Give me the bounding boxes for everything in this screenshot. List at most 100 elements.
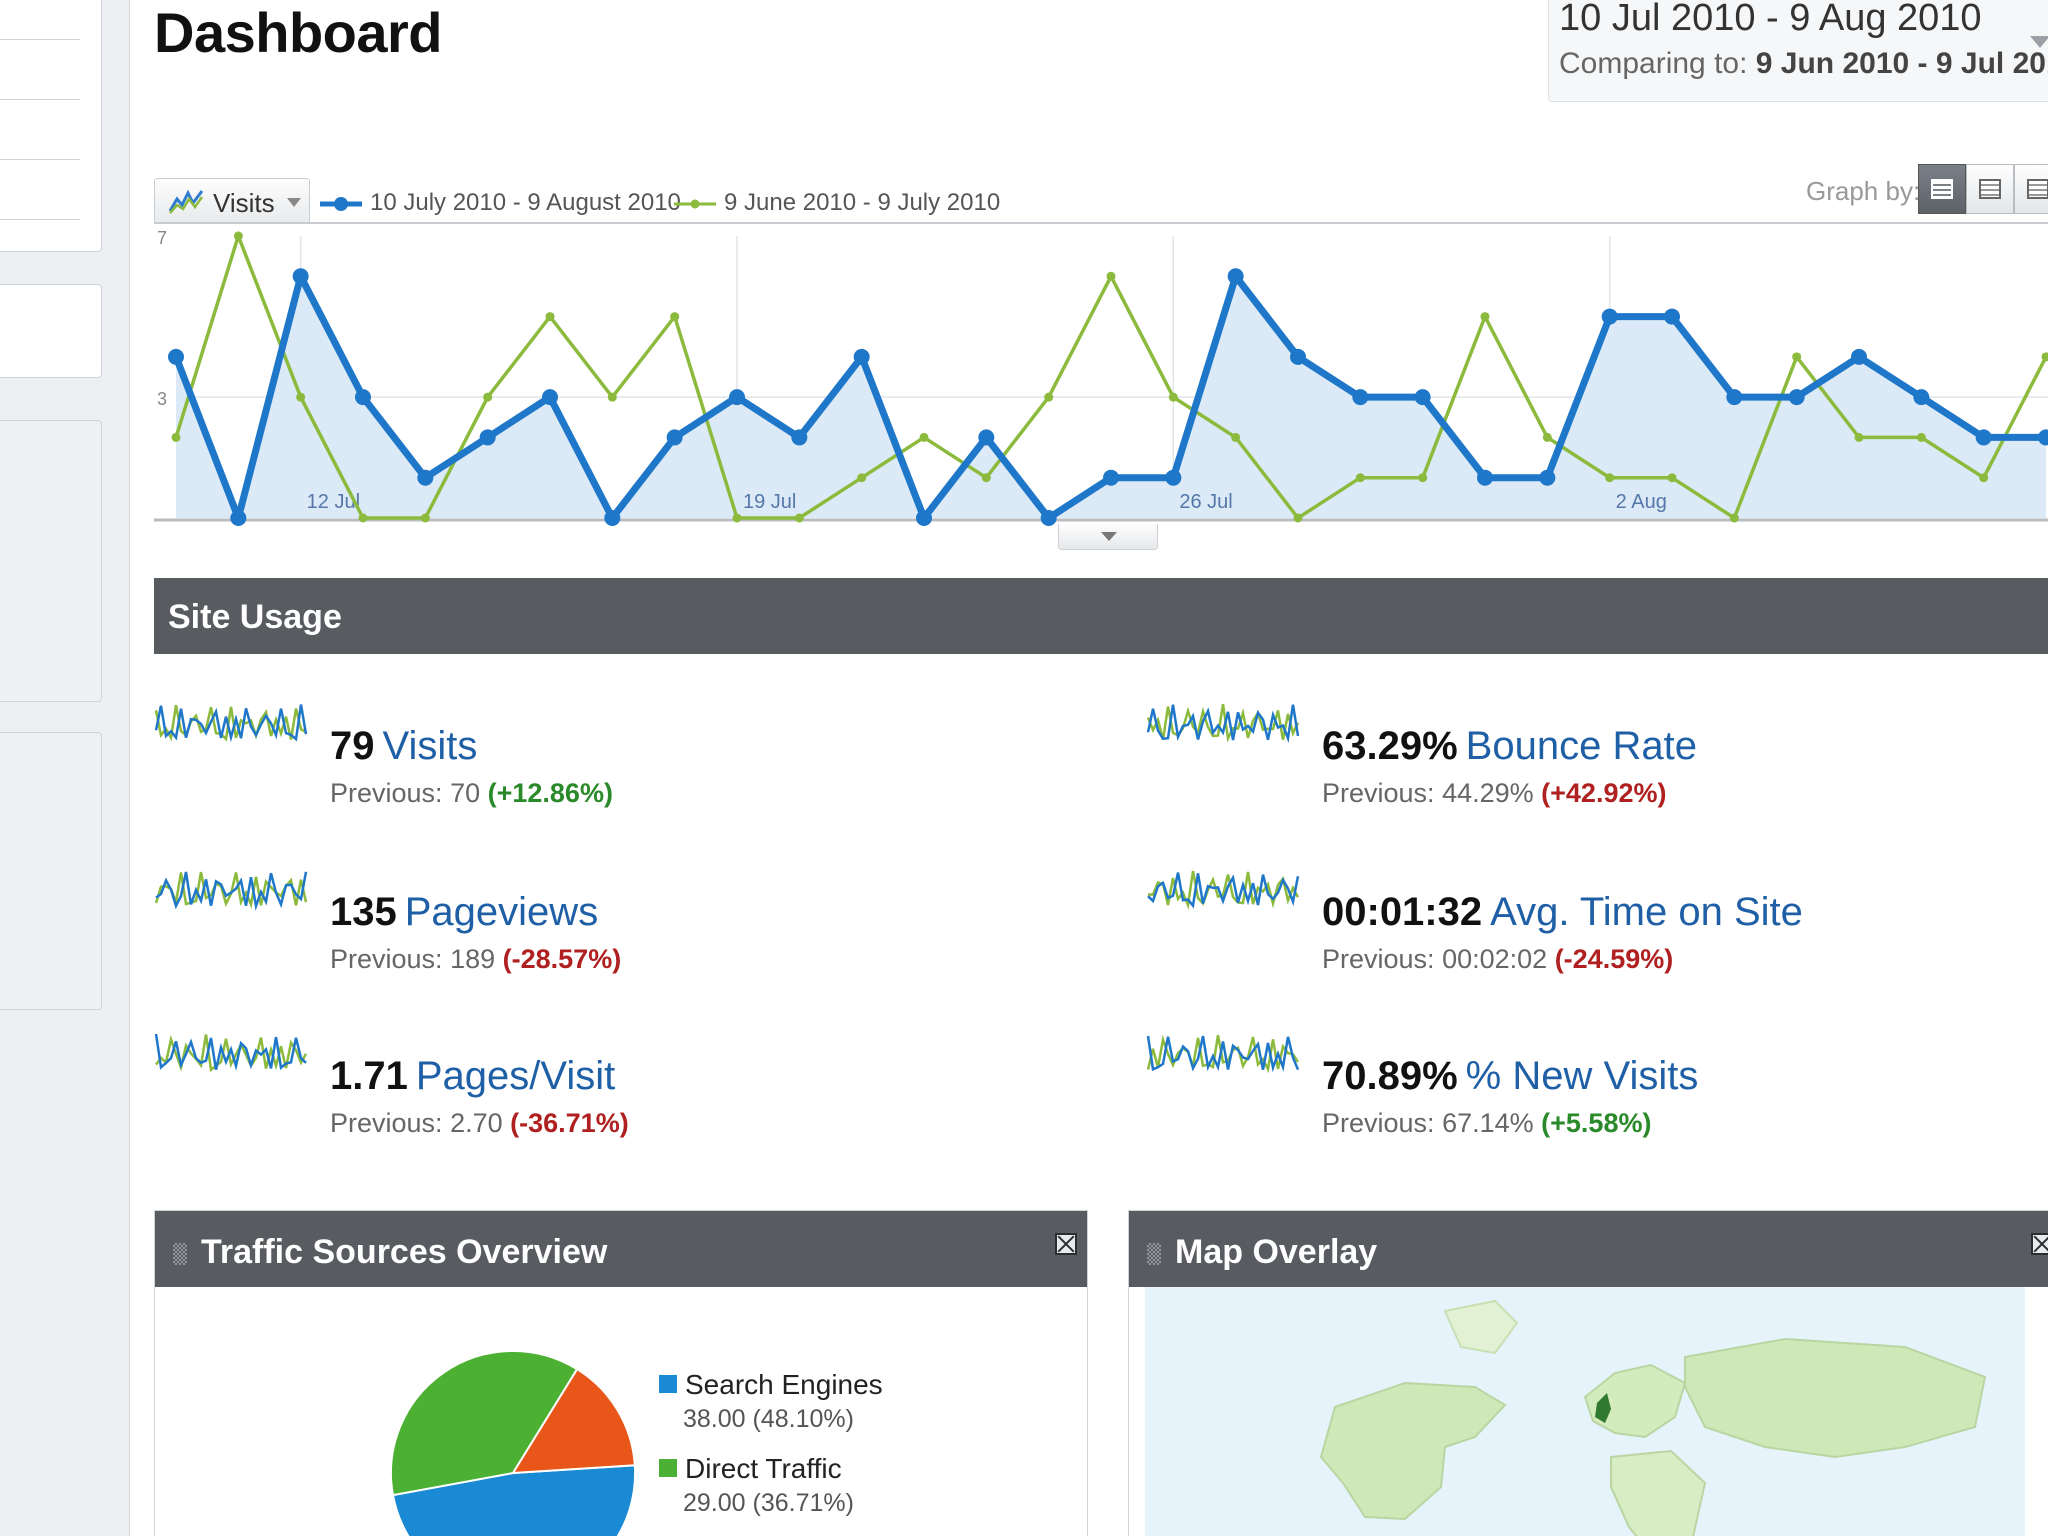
- collapse-arrow-icon: [1101, 532, 1117, 541]
- previous-series-point: [1542, 432, 1552, 442]
- drag-handle-icon[interactable]: [1147, 1243, 1161, 1265]
- current-series-point: [916, 510, 932, 526]
- stat-label-link[interactable]: Avg. Time on Site: [1490, 890, 1803, 934]
- y-axis-tick-label: 3: [157, 389, 167, 409]
- page-title: Dashboard: [154, 1, 443, 64]
- sparkline-series: [1146, 704, 1300, 743]
- sparkline-chart[interactable]: [154, 1020, 308, 1080]
- current-series-point: [1539, 469, 1556, 486]
- previous-delta: (+12.86%): [487, 778, 613, 808]
- source-name: Direct Traffic: [685, 1453, 842, 1484]
- traffic-sources-header[interactable]: Traffic Sources Overview: [155, 1211, 1087, 1287]
- graph-by-month-button[interactable]: [2014, 164, 2048, 214]
- pie-slice-search-engines[interactable]: [391, 1464, 637, 1536]
- previous-series-point: [1667, 473, 1677, 483]
- previous-series-point: [1293, 513, 1303, 523]
- x-axis-date-label: 2 Aug: [1616, 491, 1667, 513]
- sparkline-chart[interactable]: [1146, 856, 1300, 916]
- previous-series-point: [1729, 513, 1739, 523]
- stat-previous-line: Previous: 189 (-28.57%): [330, 944, 621, 975]
- previous-series-point: [1418, 473, 1428, 483]
- highlighted-country-shape: [1595, 1393, 1611, 1423]
- previous-series-point: [2041, 352, 2048, 362]
- traffic-sources-title: Traffic Sources Overview: [201, 1233, 608, 1271]
- sparkline-chart[interactable]: [154, 856, 308, 916]
- stat-label-link[interactable]: Visits: [382, 724, 478, 768]
- previous-series-point: [358, 513, 368, 523]
- graph-by-day-button[interactable]: [1918, 164, 1966, 214]
- current-series-point: [1352, 389, 1369, 406]
- sidebar-nav-item[interactable]: [0, 39, 80, 40]
- current-series-point: [729, 389, 745, 406]
- previous-series-point: [732, 513, 742, 523]
- previous-prefix: Previous:: [1322, 778, 1443, 808]
- date-dropdown-arrow-icon[interactable]: [2030, 36, 2048, 48]
- legend-swatch: [659, 1459, 677, 1477]
- current-series-point: [542, 389, 558, 406]
- sparkline-chart[interactable]: [1146, 690, 1300, 750]
- stat-value: 79: [330, 724, 375, 768]
- previous-delta: (-24.59%): [1554, 944, 1674, 974]
- sidebar-panel: [0, 732, 102, 1010]
- previous-series-point: [1979, 473, 1989, 483]
- current-series-point: [978, 429, 995, 446]
- current-series-point: [666, 429, 683, 446]
- stat-main-line: 00:01:32 Avg. Time on Site: [1322, 890, 1803, 935]
- world-map[interactable]: [1145, 1287, 2025, 1536]
- sidebar-box[interactable]: [0, 284, 102, 378]
- day-view-icon: [1931, 179, 1953, 199]
- y-axis-tick-label: 7: [157, 228, 167, 248]
- stat-previous-line: Previous: 2.70 (-36.71%): [330, 1108, 629, 1139]
- sidebar-nav-item[interactable]: [0, 219, 80, 220]
- previous-prefix: Previous:: [330, 778, 451, 808]
- source-value: 38.00 (48.10%): [683, 1405, 854, 1433]
- stat-label-link[interactable]: Bounce Rate: [1465, 724, 1697, 768]
- previous-prefix: Previous:: [330, 1108, 451, 1138]
- current-series-point: [1601, 308, 1618, 325]
- stat-value: 70.89%: [1322, 1054, 1458, 1098]
- previous-delta: (+5.58%): [1541, 1108, 1652, 1138]
- close-icon[interactable]: [2031, 1233, 2048, 1255]
- date-range-selector[interactable]: 10 Jul 2010 - 9 Aug 2010 Comparing to: 9…: [1548, 0, 2048, 102]
- left-sidebar: [0, 0, 130, 1536]
- previous-series-point: [919, 432, 929, 442]
- previous-series-point: [483, 392, 493, 402]
- previous-series-point: [1605, 473, 1615, 483]
- sparkline-chart[interactable]: [154, 690, 308, 750]
- previous-delta: (-36.71%): [510, 1108, 629, 1138]
- sparkline-chart[interactable]: [1146, 1020, 1300, 1080]
- graph-by-week-button[interactable]: [1966, 164, 2014, 214]
- stat-label-link[interactable]: Pageviews: [404, 890, 599, 934]
- x-axis-date-label: 12 Jul: [307, 491, 360, 513]
- sparkline-series: [1146, 1035, 1300, 1073]
- current-series-point: [479, 429, 496, 446]
- drag-handle-icon[interactable]: [173, 1243, 187, 1265]
- x-axis-date-label: 26 Jul: [1179, 491, 1232, 513]
- pie-slice-direct-traffic[interactable]: [390, 1350, 579, 1497]
- asia-shape: [1684, 1337, 1987, 1459]
- map-overlay-header[interactable]: Map Overlay: [1129, 1211, 2048, 1287]
- previous-series-point: [794, 513, 804, 523]
- graph-collapse-handle[interactable]: [1058, 524, 1158, 550]
- stat-value: 1.71: [330, 1054, 408, 1098]
- previous-series-point: [171, 432, 181, 442]
- current-series-point: [292, 268, 309, 285]
- metric-selector[interactable]: Visits: [154, 178, 310, 224]
- stat-label-link[interactable]: Pages/Visit: [415, 1054, 616, 1098]
- current-series-point: [355, 389, 371, 406]
- legend-current-swatch: [320, 196, 362, 211]
- previous-value: 2.70: [450, 1108, 503, 1138]
- close-icon[interactable]: [1055, 1233, 1077, 1255]
- previous-series-point: [981, 473, 991, 483]
- stat-previous-line: Previous: 67.14% (+5.58%): [1322, 1108, 1651, 1139]
- compare-range-text: 9 Jun 2010 - 9 Jul 2010: [1755, 47, 2048, 80]
- visits-line-chart[interactable]: 7 3 12 Jul 19 Jul 26 Jul 2 Aug: [154, 222, 2048, 532]
- pie-slice-other[interactable]: [511, 1367, 636, 1475]
- stat-previous-line: Previous: 70 (+12.86%): [330, 778, 613, 809]
- sidebar-nav-item[interactable]: [0, 99, 80, 100]
- stat-label-link[interactable]: % New Visits: [1465, 1054, 1699, 1098]
- traffic-sources-pie-chart[interactable]: [383, 1343, 643, 1536]
- sidebar-nav-item[interactable]: [0, 159, 80, 160]
- source-value: 29.00 (36.71%): [683, 1489, 854, 1517]
- current-series-point: [230, 510, 247, 526]
